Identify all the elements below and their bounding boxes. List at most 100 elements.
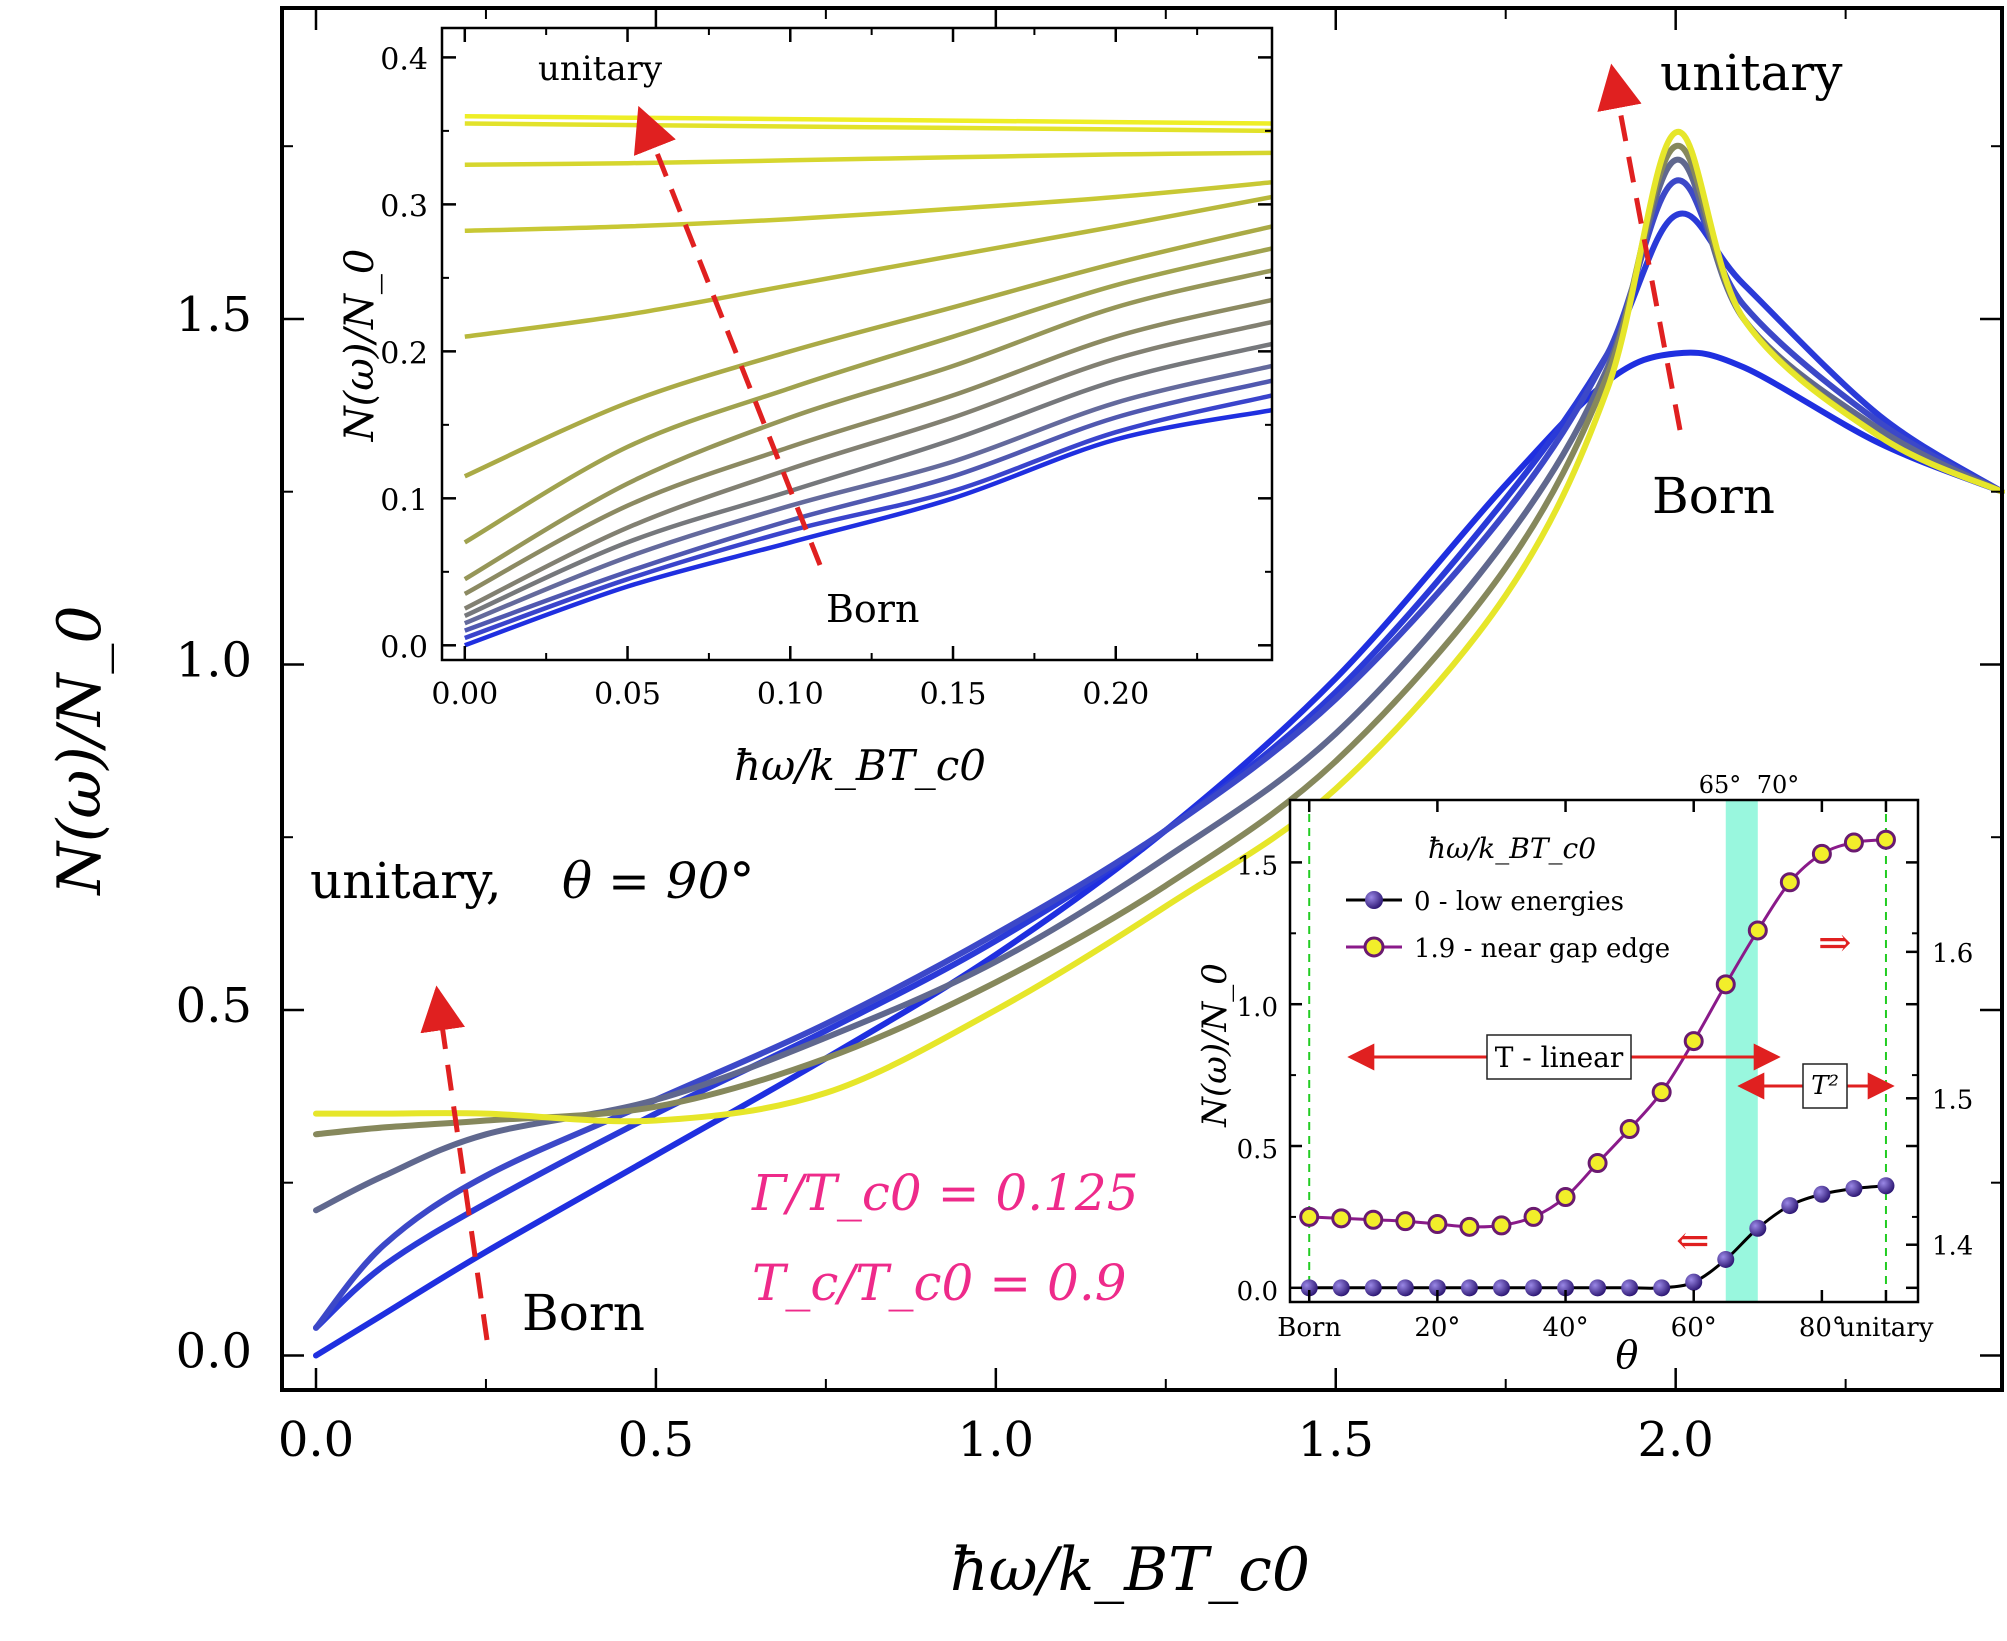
inset2-point-low-9 bbox=[1589, 1279, 1607, 1297]
inset2-point-gap-9 bbox=[1587, 1153, 1608, 1174]
inset1-series-9 bbox=[463, 224, 1273, 479]
inset1-axes: 0.00 0.05 0.10 0.15 0.20 0.0 0.1 0.2 0.3 0.4 bbox=[380, 26, 1274, 712]
inset1-xtick-label: 0.15 bbox=[920, 677, 987, 712]
t-linear-label: T - linear bbox=[1495, 1041, 1624, 1074]
inset1-series-2 bbox=[464, 378, 1273, 633]
inset2-point-gap-14 bbox=[1747, 920, 1768, 941]
inset2-point-low-11 bbox=[1653, 1279, 1671, 1297]
inset1-series-4 bbox=[463, 341, 1273, 618]
main-ytick-label: 1.0 bbox=[176, 632, 252, 688]
inset1-series-5 bbox=[463, 319, 1273, 611]
legend-title: ħω/k_BT_c0 bbox=[1428, 832, 1596, 865]
main-ytick-label: 1.5 bbox=[176, 287, 252, 343]
main-xtick-label: 0.5 bbox=[618, 1412, 694, 1468]
inset2-series-group bbox=[1299, 800, 1896, 1302]
inset2-point-low-3 bbox=[1396, 1279, 1414, 1297]
inset2-point-low-13 bbox=[1717, 1250, 1735, 1268]
arrow-unitary-left bbox=[420, 985, 490, 1341]
inset2-ytick-label: 0.0 bbox=[1237, 1277, 1278, 1307]
inset2-point-low-17 bbox=[1845, 1180, 1863, 1198]
inset1-series-6 bbox=[463, 297, 1273, 596]
inset2-point-gap-4 bbox=[1427, 1214, 1448, 1235]
main-xtick-label: 1.5 bbox=[1298, 1412, 1374, 1468]
inset2-ytick-label: 1.5 bbox=[1237, 851, 1278, 881]
legend-label-gap: 1.9 - near gap edge bbox=[1414, 934, 1670, 964]
label-tc: T_c/T_c0 = 0.9 bbox=[752, 1254, 1127, 1312]
inset1-label-born: Born bbox=[826, 587, 919, 631]
inset2-point-low-14 bbox=[1749, 1219, 1767, 1237]
inset2-point-gap-15 bbox=[1779, 872, 1800, 893]
main-xtick-label: 2.0 bbox=[1638, 1412, 1714, 1468]
legend-marker-gap bbox=[1363, 936, 1385, 958]
inset2-point-low-1 bbox=[1332, 1279, 1350, 1297]
inset1-xtick-label: 0.20 bbox=[1082, 677, 1149, 712]
inset2-point-low-0 bbox=[1300, 1279, 1318, 1297]
inset1-series-group bbox=[463, 113, 1273, 648]
inset2-point-gap-18 bbox=[1875, 829, 1896, 850]
inset2-ytick-label: 1.0 bbox=[1237, 993, 1278, 1023]
band-label-70: 70° bbox=[1757, 771, 1800, 799]
inset2-frame bbox=[1288, 798, 1920, 1304]
inset2-y2tick-label: 1.6 bbox=[1932, 939, 1973, 969]
inset1-series-8 bbox=[463, 246, 1273, 545]
inset1-ytick-label: 0.0 bbox=[380, 630, 428, 665]
band-label-65: 65° bbox=[1699, 771, 1742, 799]
inset1-label-unitary: unitary bbox=[538, 49, 663, 89]
inset2-point-low-6 bbox=[1492, 1279, 1510, 1297]
inset1-series-14 bbox=[464, 113, 1273, 126]
label-born-top: Born bbox=[1652, 467, 1775, 525]
label-unitary-left: unitary, bbox=[310, 852, 502, 910]
main-series-group bbox=[313, 129, 2005, 1359]
inset2-point-gap-10 bbox=[1619, 1118, 1640, 1139]
inset2-xtick-label: 60° bbox=[1671, 1313, 1717, 1343]
t-linear-box bbox=[1486, 1034, 1632, 1080]
inset1-series-11 bbox=[464, 180, 1273, 234]
inset2-point-gap-12 bbox=[1683, 1031, 1704, 1052]
inset1-xtick-label: 0.05 bbox=[594, 677, 661, 712]
label-born-bottom: Born bbox=[522, 1284, 645, 1342]
inset2-point-low-10 bbox=[1621, 1279, 1639, 1297]
main-frame bbox=[280, 6, 2004, 1392]
inset2-xtick-label: 20° bbox=[1414, 1313, 1460, 1343]
arrow-unitary-top bbox=[1597, 63, 1683, 431]
inset1-ytick-label: 0.3 bbox=[380, 189, 428, 224]
legend-label-low: 0 - low energies bbox=[1414, 887, 1624, 917]
main-ytick-label: 0.0 bbox=[176, 1323, 252, 1379]
inset2-point-low-12 bbox=[1685, 1273, 1703, 1291]
inset2-xtick-label: 40° bbox=[1543, 1313, 1589, 1343]
inset2-xtick-label: 80° bbox=[1799, 1313, 1845, 1343]
inset2-y2tick-label: 1.5 bbox=[1932, 1085, 1973, 1115]
inset2-point-low-7 bbox=[1525, 1279, 1543, 1297]
main-xlabel: ħω/k_BT_c0 bbox=[950, 1535, 1310, 1605]
main-ytick-label: 0.5 bbox=[176, 978, 252, 1034]
inset-low-energy: 0.00 0.05 0.10 0.15 0.20 0.0 0.1 0.2 0.3 0.4 unit… bbox=[337, 26, 1274, 790]
inset1-ytick-label: 0.2 bbox=[380, 336, 428, 371]
inset2-point-low-4 bbox=[1428, 1279, 1446, 1297]
inset1-frame bbox=[440, 26, 1274, 662]
inset2-point-low-8 bbox=[1557, 1279, 1575, 1297]
main-axes: 0.0 0.5 1.0 1.5 2.0 0.0 0.5 1.0 1.5 bbox=[176, 6, 2004, 1468]
main-xtick-label: 1.0 bbox=[958, 1412, 1034, 1468]
t-squared-box bbox=[1802, 1063, 1848, 1109]
main-plot: 0.0 0.5 1.0 1.5 2.0 0.0 0.5 1.0 1.5 unitary Born… bbox=[45, 6, 2005, 1605]
inset2-point-gap-11 bbox=[1651, 1082, 1672, 1103]
inset1-xtick-label: 0.10 bbox=[757, 677, 824, 712]
inset1-xtick-label: 0.00 bbox=[431, 677, 498, 712]
inset2-point-low-15 bbox=[1781, 1197, 1799, 1215]
inset1-series-7 bbox=[463, 268, 1273, 582]
inset2-axes: Born 20° 40° 60° 80°unitary 0.0 0.5 1.0 1.5 1.4 1.… bbox=[1237, 798, 1973, 1343]
inset2-point-gap-16 bbox=[1811, 843, 1832, 864]
arrow-glyph-left: ⇐ bbox=[1676, 1218, 1710, 1264]
inset1-series-10 bbox=[464, 194, 1273, 339]
inset2-point-gap-7 bbox=[1523, 1206, 1544, 1227]
inset2-point-gap-3 bbox=[1395, 1211, 1416, 1232]
main-series-5 bbox=[313, 129, 2005, 1125]
inset2-ylabel: N(ω)/N_0 bbox=[1195, 963, 1235, 1128]
inset2-point-gap-5 bbox=[1459, 1216, 1480, 1237]
label-unitary-top: unitary bbox=[1660, 44, 1843, 102]
inset2-xtick-label: unitary bbox=[1839, 1313, 1934, 1343]
inset2-point-gap-0 bbox=[1299, 1206, 1320, 1227]
arrow-glyph-right: ⇒ bbox=[1818, 920, 1852, 966]
label-gamma: Γ/T_c0 = 0.125 bbox=[751, 1164, 1139, 1222]
